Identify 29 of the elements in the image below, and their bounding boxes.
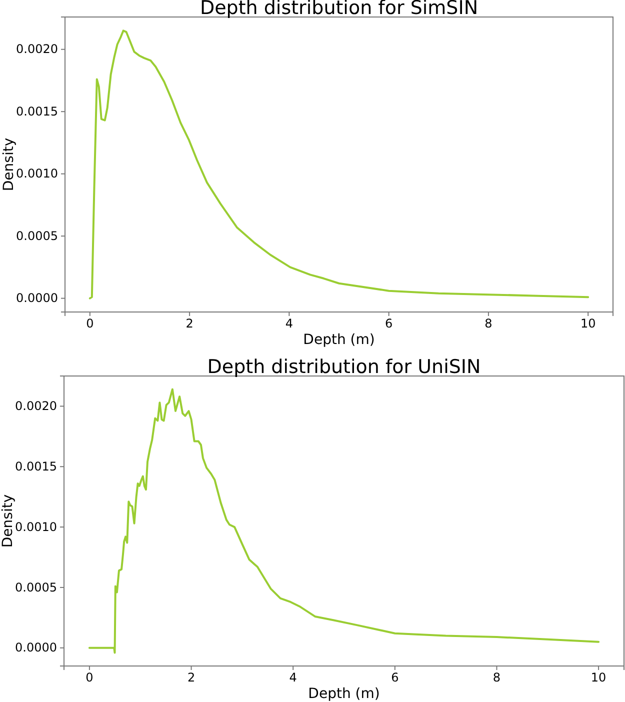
x-tick-label: 10: [590, 670, 606, 685]
x-tick-label: 2: [187, 670, 196, 685]
y-axis-title: Density: [0, 494, 16, 548]
y-tick-label: 0.0010: [16, 166, 58, 181]
x-tick-label: 2: [186, 316, 194, 331]
x-tick-label: 4: [285, 316, 293, 331]
x-tick-label: 6: [385, 316, 393, 331]
y-tick-label: 0.0020: [15, 399, 57, 414]
x-tick-label: 0: [86, 670, 94, 685]
y-tick-label: 0.0015: [15, 459, 57, 474]
line-series: [88, 388, 600, 654]
y-tick-label: 0.0000: [16, 291, 58, 306]
x-tick-label: 10: [580, 316, 596, 331]
x-tick-label: 0: [86, 316, 94, 331]
x-tick-label: 8: [484, 316, 492, 331]
x-tick-label: 8: [492, 670, 501, 685]
y-tick-label: 0.0015: [16, 104, 58, 118]
x-axis-title: Depth (m): [303, 332, 375, 348]
y-axis-title: Density: [1, 138, 17, 192]
x-tick-label: 4: [289, 670, 297, 685]
line-series: [88, 30, 590, 300]
y-tick-label: 0.0005: [15, 580, 57, 594]
y-tick-label: 0.0005: [16, 228, 58, 243]
y-tick-label: 0.0010: [15, 520, 57, 534]
x-axis-title: Depth (m): [308, 686, 380, 702]
y-tick-label: 0.0020: [16, 42, 58, 56]
x-tick-label: 6: [391, 670, 399, 685]
y-tick-label: 0.0000: [15, 640, 57, 655]
chart-title: Depth distribution for UniSIN: [207, 356, 481, 378]
